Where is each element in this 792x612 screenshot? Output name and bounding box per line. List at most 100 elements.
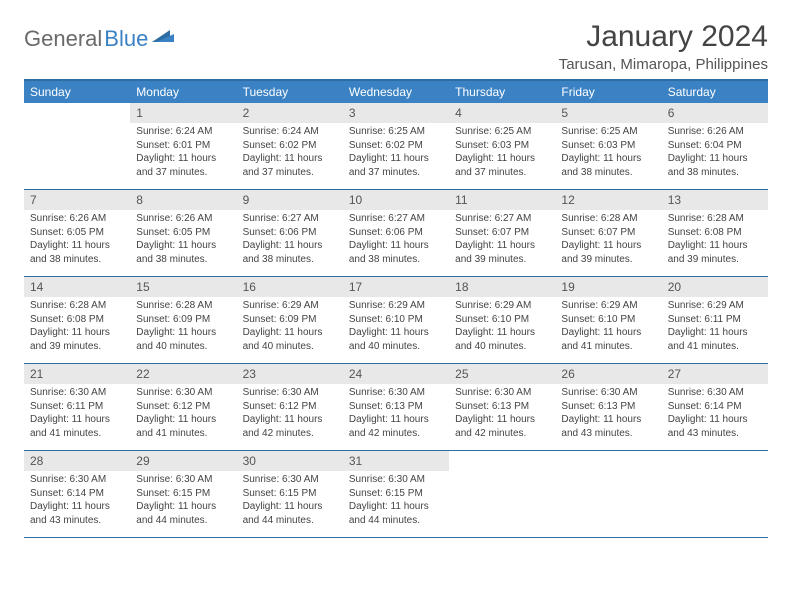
day-number: 9 (237, 190, 343, 210)
day-cell: 2Sunrise: 6:24 AMSunset: 6:02 PMDaylight… (237, 103, 343, 189)
day-number: 20 (662, 277, 768, 297)
detail-line: Sunset: 6:12 PM (136, 400, 232, 414)
detail-line: Daylight: 11 hours (30, 413, 126, 427)
detail-line: Sunset: 6:06 PM (349, 226, 445, 240)
detail-line: Daylight: 11 hours (30, 239, 126, 253)
week-row: 7Sunrise: 6:26 AMSunset: 6:05 PMDaylight… (24, 190, 768, 277)
detail-line: Sunset: 6:01 PM (136, 139, 232, 153)
month-title: January 2024 (559, 20, 768, 54)
detail-line: Sunset: 6:15 PM (136, 487, 232, 501)
detail-line: Sunset: 6:07 PM (455, 226, 551, 240)
day-cell: 18Sunrise: 6:29 AMSunset: 6:10 PMDayligh… (449, 277, 555, 363)
detail-line: Sunrise: 6:30 AM (349, 473, 445, 487)
detail-line: Sunrise: 6:25 AM (561, 125, 657, 139)
logo-text-blue: Blue (104, 26, 148, 52)
day-number: 28 (24, 451, 130, 471)
day-details: Sunrise: 6:30 AMSunset: 6:14 PMDaylight:… (24, 473, 130, 527)
day-cell: 10Sunrise: 6:27 AMSunset: 6:06 PMDayligh… (343, 190, 449, 276)
day-cell (24, 103, 130, 189)
day-details: Sunrise: 6:27 AMSunset: 6:07 PMDaylight:… (449, 212, 555, 266)
detail-line: Sunrise: 6:29 AM (455, 299, 551, 313)
detail-line: Sunset: 6:05 PM (30, 226, 126, 240)
day-details: Sunrise: 6:25 AMSunset: 6:03 PMDaylight:… (555, 125, 661, 179)
day-details: Sunrise: 6:28 AMSunset: 6:08 PMDaylight:… (662, 212, 768, 266)
day-number: 5 (555, 103, 661, 123)
day-details: Sunrise: 6:30 AMSunset: 6:12 PMDaylight:… (237, 386, 343, 440)
day-details: Sunrise: 6:30 AMSunset: 6:11 PMDaylight:… (24, 386, 130, 440)
detail-line: and 39 minutes. (668, 253, 764, 267)
detail-line: Sunset: 6:13 PM (349, 400, 445, 414)
day-cell: 14Sunrise: 6:28 AMSunset: 6:08 PMDayligh… (24, 277, 130, 363)
day-cell: 13Sunrise: 6:28 AMSunset: 6:08 PMDayligh… (662, 190, 768, 276)
detail-line: Sunrise: 6:30 AM (243, 386, 339, 400)
day-details: Sunrise: 6:30 AMSunset: 6:13 PMDaylight:… (449, 386, 555, 440)
day-details: Sunrise: 6:29 AMSunset: 6:10 PMDaylight:… (555, 299, 661, 353)
detail-line: Sunset: 6:08 PM (30, 313, 126, 327)
detail-line: Sunrise: 6:29 AM (243, 299, 339, 313)
day-details: Sunrise: 6:26 AMSunset: 6:04 PMDaylight:… (662, 125, 768, 179)
detail-line: and 37 minutes. (243, 166, 339, 180)
detail-line: Sunrise: 6:26 AM (30, 212, 126, 226)
detail-line: Sunset: 6:03 PM (561, 139, 657, 153)
header: GeneralBlue January 2024 Tarusan, Mimaro… (24, 20, 768, 73)
detail-line: Sunset: 6:11 PM (30, 400, 126, 414)
day-number: 13 (662, 190, 768, 210)
detail-line: Daylight: 11 hours (30, 326, 126, 340)
day-cell: 30Sunrise: 6:30 AMSunset: 6:15 PMDayligh… (237, 451, 343, 537)
detail-line: Sunset: 6:02 PM (349, 139, 445, 153)
day-number: 21 (24, 364, 130, 384)
day-cell: 17Sunrise: 6:29 AMSunset: 6:10 PMDayligh… (343, 277, 449, 363)
day-details: Sunrise: 6:28 AMSunset: 6:07 PMDaylight:… (555, 212, 661, 266)
detail-line: and 44 minutes. (349, 514, 445, 528)
day-number: 8 (130, 190, 236, 210)
detail-line: Daylight: 11 hours (349, 152, 445, 166)
detail-line: Daylight: 11 hours (243, 326, 339, 340)
detail-line: Daylight: 11 hours (455, 326, 551, 340)
detail-line: Sunset: 6:12 PM (243, 400, 339, 414)
detail-line: and 38 minutes. (561, 166, 657, 180)
day-number: 24 (343, 364, 449, 384)
day-cell: 31Sunrise: 6:30 AMSunset: 6:15 PMDayligh… (343, 451, 449, 537)
week-row: 14Sunrise: 6:28 AMSunset: 6:08 PMDayligh… (24, 277, 768, 364)
detail-line: Daylight: 11 hours (561, 152, 657, 166)
day-details: Sunrise: 6:30 AMSunset: 6:14 PMDaylight:… (662, 386, 768, 440)
day-cell: 22Sunrise: 6:30 AMSunset: 6:12 PMDayligh… (130, 364, 236, 450)
detail-line: Sunrise: 6:27 AM (243, 212, 339, 226)
detail-line: Daylight: 11 hours (668, 326, 764, 340)
detail-line: and 38 minutes. (136, 253, 232, 267)
day-details: Sunrise: 6:30 AMSunset: 6:15 PMDaylight:… (343, 473, 449, 527)
day-cell: 11Sunrise: 6:27 AMSunset: 6:07 PMDayligh… (449, 190, 555, 276)
detail-line: Sunset: 6:11 PM (668, 313, 764, 327)
day-details: Sunrise: 6:30 AMSunset: 6:13 PMDaylight:… (343, 386, 449, 440)
day-details: Sunrise: 6:29 AMSunset: 6:10 PMDaylight:… (343, 299, 449, 353)
calendar-grid: SundayMondayTuesdayWednesdayThursdayFrid… (24, 79, 768, 538)
detail-line: Daylight: 11 hours (561, 326, 657, 340)
day-number: 17 (343, 277, 449, 297)
detail-line: Sunrise: 6:26 AM (136, 212, 232, 226)
day-details: Sunrise: 6:26 AMSunset: 6:05 PMDaylight:… (130, 212, 236, 266)
detail-line: and 40 minutes. (455, 340, 551, 354)
day-details: Sunrise: 6:28 AMSunset: 6:09 PMDaylight:… (130, 299, 236, 353)
day-cell: 20Sunrise: 6:29 AMSunset: 6:11 PMDayligh… (662, 277, 768, 363)
detail-line: Sunrise: 6:24 AM (136, 125, 232, 139)
detail-line: Sunset: 6:03 PM (455, 139, 551, 153)
day-cell (555, 451, 661, 537)
detail-line: Sunrise: 6:28 AM (30, 299, 126, 313)
day-cell: 19Sunrise: 6:29 AMSunset: 6:10 PMDayligh… (555, 277, 661, 363)
week-row: 21Sunrise: 6:30 AMSunset: 6:11 PMDayligh… (24, 364, 768, 451)
day-number: 30 (237, 451, 343, 471)
calendar-page: GeneralBlue January 2024 Tarusan, Mimaro… (0, 0, 792, 538)
detail-line: Daylight: 11 hours (136, 326, 232, 340)
detail-line: Sunrise: 6:27 AM (455, 212, 551, 226)
detail-line: and 42 minutes. (349, 427, 445, 441)
detail-line: and 39 minutes. (455, 253, 551, 267)
day-header: Saturday (662, 81, 768, 103)
day-header: Tuesday (237, 81, 343, 103)
detail-line: Daylight: 11 hours (455, 239, 551, 253)
detail-line: Daylight: 11 hours (349, 326, 445, 340)
detail-line: Daylight: 11 hours (243, 500, 339, 514)
detail-line: Sunset: 6:10 PM (349, 313, 445, 327)
detail-line: Daylight: 11 hours (668, 152, 764, 166)
detail-line: Sunset: 6:02 PM (243, 139, 339, 153)
day-cell: 27Sunrise: 6:30 AMSunset: 6:14 PMDayligh… (662, 364, 768, 450)
